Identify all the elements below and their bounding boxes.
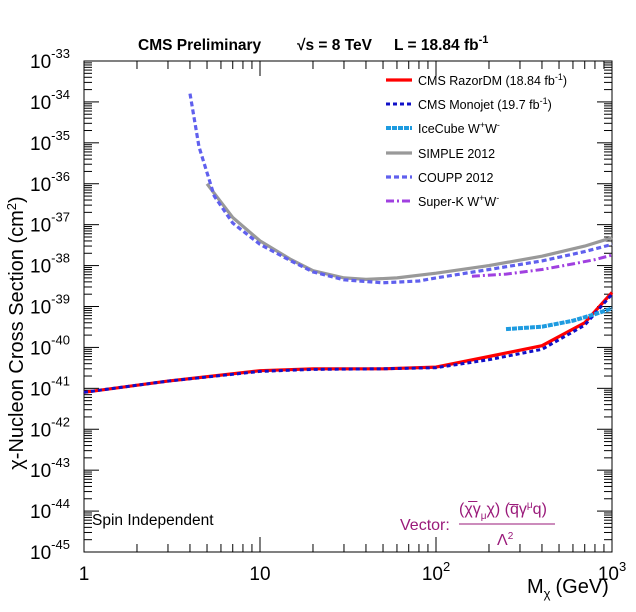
- annotation-vector-denominator: Λ2: [497, 531, 514, 549]
- legend-label-monojet-text: CMS Monojet (19.7 fb: [418, 98, 540, 112]
- vector-num-part2: χ) (q̅γ: [487, 501, 527, 518]
- tick-marks: [83, 61, 612, 553]
- x-axis-title: Mχ (GeV): [527, 576, 609, 601]
- series-line-razordm: [83, 291, 614, 394]
- annotation-vector: Vector: (χ̅γμχ) (q̅γμq) Λ2: [400, 500, 555, 549]
- y-tick-label: 10-44: [30, 496, 70, 523]
- legend-label-coupp: COUPP 2012: [418, 171, 494, 185]
- x-tick-label: 10: [249, 564, 270, 585]
- y-tick-label: 10-43: [30, 455, 70, 482]
- y-axis-title-exp: 2: [4, 203, 19, 210]
- vector-den-base: Λ: [497, 532, 508, 549]
- legend-label-razordm-exp: -1: [555, 72, 563, 82]
- series-line-superk: [471, 253, 613, 278]
- y-tick-label: 10-38: [30, 251, 70, 278]
- y-tick-label: 10-45: [30, 537, 70, 564]
- x-tick-label: 103: [598, 559, 626, 585]
- series-lines: [83, 93, 614, 394]
- legend-label-superk: Super-K W+W-: [418, 193, 499, 209]
- y-tick-label: 10-33: [30, 46, 70, 73]
- legend-label-superk-sup1: +: [479, 193, 484, 203]
- x-tick-label: 102: [422, 559, 450, 585]
- y-tick-label: 10-39: [30, 292, 70, 319]
- series-line-monojet: [83, 293, 614, 394]
- legend-label-monojet-exp: -1: [540, 96, 548, 106]
- legend-label-icecube-sup2: -: [497, 120, 500, 130]
- y-axis-title-main: χ-Nucleon Cross Section (cm: [6, 210, 28, 469]
- annotation-vector-numerator: (χ̅γμχ) (q̅γμq): [459, 500, 547, 522]
- y-tick-label: 10-42: [30, 414, 70, 441]
- vector-num-sup: μ: [527, 500, 533, 511]
- legend-label-simple: SIMPLE 2012: [418, 147, 495, 161]
- series-line-coupp: [188, 93, 613, 285]
- vector-num-sub: μ: [481, 511, 487, 522]
- legend-label-icecube-text: IceCube W: [418, 122, 480, 136]
- legend-label-superk-mid: W: [484, 195, 496, 209]
- legend-label-superk-text: Super-K W: [418, 195, 479, 209]
- vector-num-part3: q): [533, 501, 547, 518]
- y-tick-label: 10-40: [30, 332, 70, 359]
- legend-label-razordm-close: ): [563, 74, 567, 88]
- x-axis-title-main: M: [527, 576, 544, 598]
- legend: CMS RazorDM (18.84 fb-1) CMS Monojet (19…: [386, 72, 567, 209]
- legend-label-razordm: CMS RazorDM (18.84 fb-1): [418, 72, 567, 88]
- chart-title-energy: √s = 8 TeV: [297, 37, 373, 54]
- legend-label-icecube: IceCube W+W-: [418, 120, 500, 136]
- legend-label-superk-sup2: -: [496, 193, 499, 203]
- x-axis-title-unit: (GeV): [556, 576, 609, 598]
- y-tick-label: 10-36: [30, 169, 70, 196]
- chart-title-main: CMS Preliminary: [138, 37, 262, 54]
- x-axis-title-sub: χ: [544, 586, 551, 601]
- tick-labels: 1 10 102 103 10-45 10-44 10-43 10-42 10-41 10-40 1…: [30, 46, 626, 585]
- y-axis-title: χ-Nucleon Cross Section (cm2): [4, 196, 28, 469]
- vector-den-exp: 2: [508, 531, 514, 542]
- y-axis-title-close: ): [6, 196, 28, 203]
- chart-title-lumi: L = 18.84 fb-1: [394, 34, 488, 54]
- legend-label-icecube-mid: W: [485, 122, 497, 136]
- series-line-simple: [205, 182, 613, 281]
- annotation-vector-label: Vector:: [400, 517, 450, 534]
- chart-title-lumi-text: L = 18.84 fb: [394, 37, 479, 54]
- plot-frame: [83, 60, 613, 553]
- x-tick-label: 1: [79, 564, 90, 585]
- legend-label-monojet-close: ): [548, 98, 552, 112]
- y-tick-label: 10-37: [30, 210, 70, 237]
- legend-label-monojet: CMS Monojet (19.7 fb-1): [418, 96, 552, 112]
- y-tick-label: 10-41: [30, 373, 70, 400]
- vector-num-part1: (χ̅γ: [459, 500, 481, 518]
- legend-label-icecube-sup1: +: [480, 120, 485, 130]
- chart-title-lumi-exp: -1: [479, 34, 489, 46]
- chart-title: CMS Preliminary √s = 8 TeV L = 18.84 fb-…: [138, 34, 488, 54]
- legend-label-razordm-text: CMS RazorDM (18.84 fb: [418, 74, 555, 88]
- annotation-spin: Spin Independent: [92, 512, 214, 529]
- series-line-icecube: [505, 306, 613, 332]
- y-tick-label: 10-34: [30, 87, 70, 114]
- y-tick-label: 10-35: [30, 128, 70, 155]
